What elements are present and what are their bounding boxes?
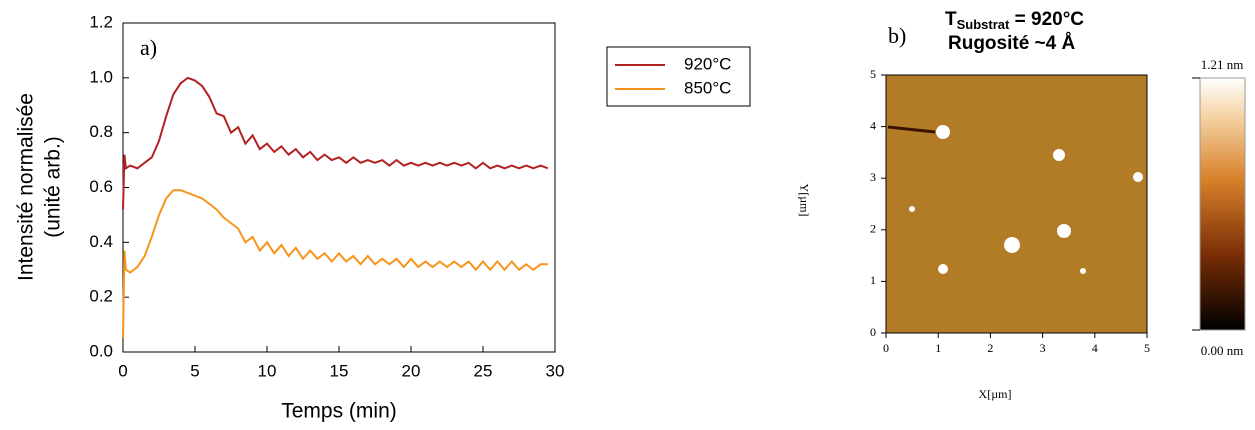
panel-label: a) [140,35,157,60]
y-tick-label: 0.6 [89,177,113,196]
grain [1004,237,1020,253]
legend-label: 850°C [684,78,731,97]
y-tick-label: 3 [870,170,876,184]
x-tick-label: 1 [935,341,941,355]
title-subscript: Substrat [957,17,1010,32]
x-tick-label: 30 [546,361,565,380]
y-tick-label: 1.0 [89,67,113,86]
y-tick-label: 2 [870,222,876,236]
grain [1057,224,1071,238]
title-symbol: T [945,9,957,30]
colorbar-label: 0.00 nm [1201,343,1244,358]
x-tick-label: 5 [190,361,199,380]
x-tick-label: 15 [330,361,349,380]
x-tick-label: 4 [1092,341,1098,355]
y-axis-label: Y[µm] [797,184,811,217]
afm-grains [909,125,1143,274]
colorbar [1199,77,1246,331]
y-axis-label: (unité arb.) [42,136,65,238]
panel-a: a) Temps (min) Intensité normalisée (uni… [15,12,751,423]
panel-subtitle: Rugosité ~4 Å [948,33,1075,54]
grain [1133,172,1143,182]
y-tick-label: 1.2 [89,12,113,31]
y-tick-label: 0.4 [89,232,113,251]
y-tick-label: 0.2 [89,287,113,306]
grain [1053,149,1065,161]
y-tick-label: 4 [870,118,876,132]
x-axis-label: X[µm] [979,387,1012,401]
afm-image [886,75,1147,333]
y-axis-label: Intensité normalisée [15,93,38,281]
y-tick-label: 1 [870,273,876,287]
grain [938,264,948,274]
x-tick-label: 20 [402,361,421,380]
colorbar-label: 1.21 nm [1201,57,1244,72]
afm-step [887,125,936,134]
x-tick-label: 3 [1040,341,1046,355]
x-tick-label: 0 [118,361,127,380]
grain [1080,268,1086,274]
series-line [122,189,548,339]
x-axis-label: Temps (min) [281,400,397,423]
legend-label: 920°C [684,54,731,73]
legend [606,46,751,107]
y-tick-label: 5 [870,67,876,81]
grain [909,206,915,212]
x-tick-label: 10 [258,361,277,380]
x-tick-label: 25 [474,361,493,380]
panel-b: b) TSubstrat = 920°C Rugosité ~4 Å X[µm]… [797,9,1246,401]
x-tick-label: 0 [883,341,889,355]
title-text: = 920°C [1009,9,1084,30]
panel-label: b) [888,23,906,48]
series-line [122,76,549,210]
plot-frame [122,22,556,353]
image-frame [885,74,1148,334]
grain [936,125,950,139]
y-tick-label: 0.0 [89,341,113,360]
x-tick-label: 5 [1144,341,1150,355]
x-tick-label: 2 [987,341,993,355]
y-tick-label: 0 [870,325,876,339]
panel-title: TSubstrat = 920°C [945,9,1084,32]
y-tick-label: 0.8 [89,122,113,141]
